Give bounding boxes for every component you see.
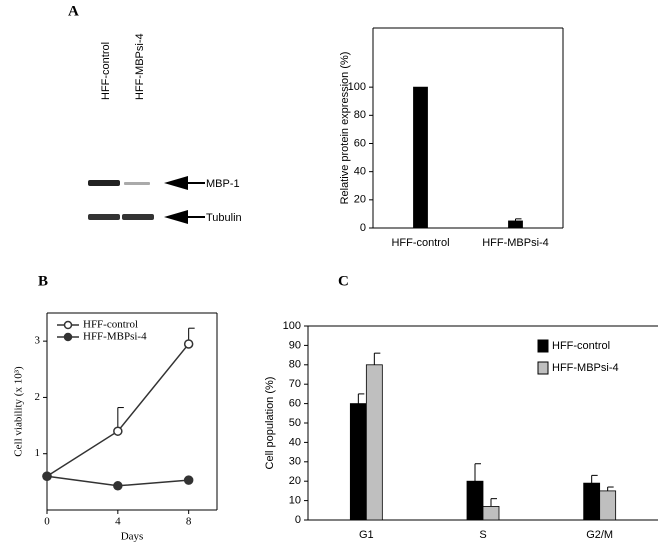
y-tick-label: 60	[289, 398, 301, 410]
legend-label: HFF-MBPsi-4	[552, 362, 619, 374]
bar	[482, 506, 500, 521]
y-axis-label: Cell population (%)	[264, 377, 276, 470]
x-tick-label: S	[479, 529, 486, 541]
marker	[42, 471, 52, 481]
legend-marker	[63, 320, 73, 330]
y-tick-label: 60	[354, 137, 366, 149]
panel-label: B	[38, 273, 48, 289]
y-tick-label: 1	[35, 447, 41, 459]
x-tick-label: 8	[186, 516, 192, 528]
x-tick-label: G1	[359, 529, 374, 541]
bar	[413, 86, 428, 229]
x-tick-label: 0	[44, 516, 50, 528]
x-tick-label: G2/M	[586, 529, 613, 541]
y-tick-label: 0	[360, 222, 366, 234]
y-tick-label: 70	[289, 378, 301, 390]
band	[88, 214, 120, 220]
x-tick-label: 4	[115, 516, 121, 528]
marker	[183, 475, 194, 485]
bar	[349, 403, 367, 521]
y-axis-label: Cell viability (x 10³)	[13, 366, 25, 457]
legend-label: HFF-MBPsi-4	[83, 331, 147, 343]
lane-label: HFF-control	[100, 42, 112, 100]
band	[124, 182, 150, 185]
band-label: Tubulin	[206, 212, 242, 224]
panel-label: A	[68, 3, 79, 19]
y-tick-label: 30	[289, 456, 301, 468]
y-tick-label: 40	[289, 436, 301, 448]
marker	[113, 426, 123, 436]
panel-label: C	[338, 273, 349, 289]
y-tick-label: 90	[289, 339, 301, 351]
bar	[365, 364, 383, 521]
arrow	[164, 210, 188, 224]
y-axis-label: Relative protein expression (%)	[339, 52, 351, 205]
x-tick-label: HFF-MBPsi-4	[482, 237, 549, 249]
y-tick-label: 40	[354, 166, 366, 178]
legend-label: HFF-control	[83, 319, 138, 331]
legend-label: HFF-control	[552, 340, 610, 352]
y-tick-label: 20	[289, 475, 301, 487]
legend-marker	[63, 332, 73, 342]
arrow	[164, 176, 188, 190]
chart: 0 10 20 30 40 50 60 70 80 90 100 Cell population (%…	[264, 320, 658, 541]
band-label: MBP-1	[206, 178, 240, 190]
marker	[183, 339, 194, 349]
y-tick-label: 3	[35, 335, 41, 347]
bar	[508, 220, 523, 229]
y-tick-label: 80	[354, 109, 366, 121]
y-tick-label: 0	[295, 514, 301, 526]
band	[88, 180, 120, 186]
bar	[466, 480, 484, 521]
x-axis-label: Days	[121, 531, 144, 543]
x-tick-label: HFF-control	[391, 237, 449, 249]
y-tick-label: 100	[283, 320, 301, 332]
y-tick-label: 80	[289, 359, 301, 371]
y-tick-label: 20	[354, 194, 366, 206]
y-tick-label: 100	[348, 81, 366, 93]
western-blot: HFF-control HFF-MBPsi-4 MBP-1 Tubulin	[88, 33, 242, 224]
y-tick-label: 50	[289, 417, 301, 429]
legend-swatch	[537, 339, 549, 353]
y-tick-label: 10	[289, 495, 301, 507]
lane-label: HFF-MBPsi-4	[134, 33, 146, 100]
marker	[113, 481, 123, 491]
legend-swatch	[537, 361, 549, 375]
bar	[599, 490, 617, 521]
chart: 1 2 3 Cell viability (x 10³) 0 4 8 Days HFF-cont…	[13, 312, 218, 543]
y-tick-label: 2	[35, 391, 41, 403]
band	[122, 214, 154, 220]
bar	[583, 482, 601, 521]
